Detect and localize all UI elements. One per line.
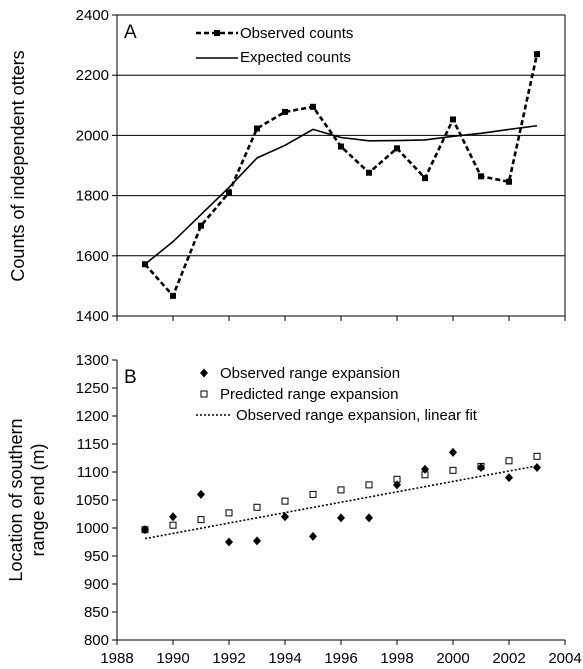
- point-observed-counts: [254, 125, 260, 132]
- y-tick-label-a: 1600: [76, 248, 109, 265]
- y-tick-label-b: 1150: [77, 436, 109, 453]
- point-observed-counts: [534, 51, 540, 58]
- legend-marker-predicted-range-expansion: [200, 390, 208, 398]
- y-tick-label-a: 2200: [76, 67, 109, 84]
- point-observed-counts: [226, 189, 232, 196]
- x-tick-label-b: 2002: [492, 650, 525, 667]
- point-predicted-range-expansion: [225, 509, 233, 517]
- y-axis-label-a: Counts of independent otters: [8, 50, 28, 281]
- series-line-linear-fit: [144, 465, 538, 540]
- point-observed-counts: [478, 173, 484, 180]
- point-observed-range-expansion: [309, 531, 317, 541]
- x-tick-label-b: 2004: [548, 650, 581, 667]
- x-tick-label-b: 1988: [100, 650, 133, 667]
- point-observed-counts: [506, 178, 512, 185]
- y-axis-label-b-line2: range end (m): [28, 443, 48, 556]
- point-observed-range-expansion: [197, 489, 205, 499]
- point-observed-range-expansion: [533, 463, 541, 473]
- panel-a: 1400 1600 1800 2000 2200 2400 Counts of indepe…: [8, 7, 566, 325]
- point-observed-range-expansion: [393, 480, 401, 490]
- point-observed-range-expansion: [281, 512, 289, 522]
- point-observed-counts: [366, 169, 372, 176]
- legend-marker-observed-range-expansion: [200, 368, 208, 378]
- point-predicted-range-expansion: [169, 521, 177, 529]
- x-tick-label-b: 2000: [436, 650, 469, 667]
- x-tick-label-b: 1996: [324, 650, 357, 667]
- y-tick-label-b: 900: [84, 576, 109, 593]
- point-observed-counts: [450, 116, 456, 123]
- y-tick-label-a: 1800: [76, 188, 109, 205]
- point-predicted-range-expansion: [309, 490, 317, 498]
- panel-label-a: A: [124, 22, 137, 43]
- y-tick-label-a: 1400: [76, 308, 109, 325]
- point-predicted-range-expansion: [281, 497, 289, 505]
- point-observed-counts: [282, 108, 288, 115]
- legend-label-predicted-range-expansion: Predicted range expansion: [220, 386, 398, 403]
- point-observed-counts: [142, 261, 148, 268]
- point-observed-range-expansion: [365, 513, 373, 523]
- point-predicted-range-expansion: [365, 481, 373, 489]
- y-tick-label-b: 1250: [76, 380, 109, 397]
- point-observed-range-expansion: [505, 473, 513, 483]
- legend-label-observed-range-expansion: Observed range expansion: [220, 365, 400, 382]
- panel-b: 800 850 900 950 1000 1050 1100 1150 1200 1250 1300…: [6, 352, 582, 667]
- point-predicted-range-expansion: [449, 466, 457, 474]
- y-tick-label-b: 800: [84, 632, 109, 649]
- legend-label-linear-fit: Observed range expansion, linear fit: [236, 407, 478, 424]
- y-axis-label-b-line1: Location of southern: [6, 418, 26, 581]
- x-tick-label-b: 1998: [380, 650, 413, 667]
- point-observed-counts: [310, 103, 316, 110]
- point-observed-range-expansion: [337, 513, 345, 523]
- y-tick-label-b: 950: [84, 548, 109, 565]
- series-line-expected-counts: [144, 124, 538, 265]
- y-tick-label-a: 2000: [76, 127, 109, 144]
- y-tick-label-b: 1000: [76, 520, 109, 537]
- x-tick-label-b: 1994: [268, 650, 301, 667]
- legend-label-observed-counts: Observed counts: [240, 25, 353, 42]
- point-observed-range-expansion: [449, 447, 457, 457]
- point-observed-range-expansion: [141, 525, 149, 535]
- point-observed-range-expansion: [421, 464, 429, 474]
- y-tick-label-b: 1050: [76, 492, 109, 509]
- x-tick-label-b: 1990: [156, 650, 189, 667]
- panel-label-b: B: [124, 367, 137, 388]
- point-observed-counts: [394, 145, 400, 152]
- point-predicted-range-expansion: [505, 457, 513, 465]
- point-predicted-range-expansion: [337, 486, 345, 494]
- point-observed-counts: [422, 175, 428, 182]
- point-observed-counts: [170, 292, 176, 299]
- point-observed-range-expansion: [169, 512, 177, 522]
- x-tick-label-b: 1992: [212, 650, 245, 667]
- y-tick-label-b: 1300: [76, 352, 109, 369]
- point-observed-range-expansion: [477, 463, 485, 473]
- y-tick-label-b: 1100: [77, 464, 109, 481]
- y-tick-label-b: 1200: [76, 408, 109, 425]
- point-observed-range-expansion: [253, 536, 261, 546]
- y-tick-label-a: 2400: [76, 7, 109, 24]
- point-predicted-range-expansion: [197, 516, 205, 524]
- point-predicted-range-expansion: [253, 503, 261, 511]
- point-predicted-range-expansion: [533, 452, 541, 460]
- point-observed-counts: [198, 222, 204, 229]
- point-observed-counts: [338, 143, 344, 150]
- legend-label-expected-counts: Expected counts: [240, 49, 351, 66]
- y-tick-label-b: 850: [84, 604, 109, 621]
- legend-marker-observed-counts: [214, 30, 220, 36]
- point-observed-range-expansion: [225, 537, 233, 547]
